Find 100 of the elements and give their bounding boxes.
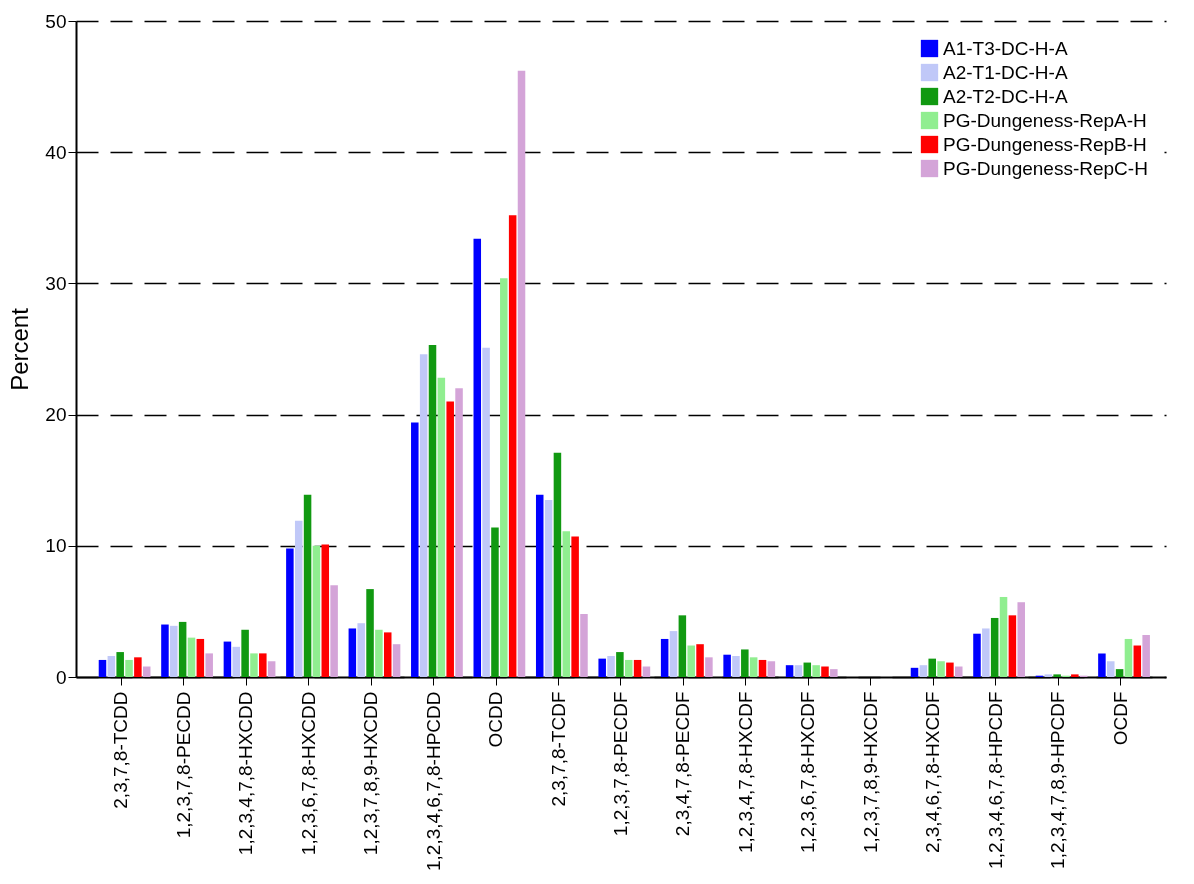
bar [1053, 674, 1061, 677]
bar [383, 632, 392, 677]
legend-label: A2-T2-DC-H-A [943, 85, 1068, 107]
x-tick-label: 1,2,3,7,8,9-HXCDD [360, 691, 382, 856]
bar [508, 215, 517, 677]
bar [535, 494, 544, 677]
bar [1124, 638, 1133, 677]
x-tick-label: 2,3,4,7,8-PECDF [672, 691, 694, 837]
y-tick-label: 0 [55, 666, 67, 688]
bar [482, 347, 490, 677]
bar [196, 638, 205, 677]
bar [928, 658, 936, 677]
bar [660, 638, 669, 677]
bar [910, 667, 919, 677]
x-tick-label: 2,3,7,8-TCDD [110, 691, 132, 809]
bar [1115, 669, 1124, 677]
y-tick-label: 50 [45, 10, 67, 32]
bar [375, 629, 383, 677]
x-tick-label: 2,3,7,8-TCDF [547, 691, 569, 807]
bar [803, 662, 812, 677]
x-tick-label: OCDD [485, 691, 507, 748]
x-tick-label: 1,2,3,4,7,8-HXCDF [734, 691, 756, 854]
bar [767, 661, 776, 677]
bar [428, 345, 437, 677]
bar [696, 644, 704, 677]
bar [687, 645, 695, 677]
bar [830, 669, 838, 677]
bar [267, 661, 276, 677]
bar [669, 631, 678, 677]
bar [705, 657, 713, 677]
bar [633, 659, 642, 677]
x-tick-label: 1,2,3,7,8,9-HXCDF [859, 691, 881, 854]
bar [624, 659, 633, 677]
bar [544, 499, 553, 677]
legend-label: A1-T3-DC-H-A [943, 37, 1068, 59]
bar [392, 644, 401, 677]
bar [598, 658, 606, 677]
y-tick-label: 30 [45, 272, 67, 294]
bar [321, 544, 330, 677]
y-axis-title: Percent [6, 307, 34, 391]
legend-label: PG-Dungeness-RepB-H [943, 133, 1147, 155]
bar [946, 662, 954, 677]
bar [187, 637, 196, 677]
bar [758, 659, 767, 677]
bar [732, 656, 740, 677]
bar [312, 545, 321, 677]
bar [982, 628, 990, 677]
x-tick-label: 1,2,3,4,6,7,8-HPCDD [422, 691, 444, 872]
bar [205, 653, 213, 677]
bar [517, 70, 526, 677]
bar [580, 614, 588, 677]
bar [812, 665, 820, 677]
bar [999, 596, 1008, 677]
bar [616, 652, 624, 677]
bar [241, 629, 249, 677]
y-tick-label: 10 [45, 535, 67, 557]
bar [134, 657, 142, 677]
x-tick-label: 1,2,3,7,8-PECDD [172, 691, 194, 839]
bar [455, 388, 463, 677]
bar [294, 520, 303, 677]
bar [357, 623, 365, 677]
y-tick-label: 40 [45, 141, 67, 163]
bar [1142, 635, 1150, 677]
bar [473, 238, 482, 677]
bar [303, 494, 312, 677]
bar [1107, 661, 1115, 677]
bar [1098, 653, 1106, 677]
bar [785, 665, 794, 677]
bar [741, 649, 749, 677]
legend-label: A2-T1-DC-H-A [943, 61, 1068, 83]
bar [170, 625, 178, 677]
bar [232, 646, 241, 677]
bar [500, 278, 508, 677]
bar [178, 621, 187, 677]
bar [259, 653, 267, 677]
bar [437, 377, 446, 677]
bar [955, 666, 963, 677]
bar [1017, 602, 1025, 677]
bar [1071, 674, 1079, 677]
bar [223, 641, 232, 677]
bar [607, 656, 615, 677]
bar [161, 624, 169, 677]
bar [678, 615, 687, 677]
bar [562, 531, 571, 677]
bar [348, 628, 357, 677]
bar [1044, 674, 1053, 677]
bar [571, 536, 579, 677]
bar [98, 659, 107, 677]
x-tick-label: 1,2,3,4,7,8,9-HPCDF [1047, 691, 1069, 869]
bar [250, 653, 258, 677]
bar [491, 527, 499, 677]
bar [1133, 645, 1142, 677]
x-tick-label: 1,2,3,6,7,8-HXCDD [297, 691, 319, 856]
bar [553, 452, 562, 677]
x-tick-label: 1,2,3,4,6,7,8-HPCDF [984, 691, 1006, 869]
legend-label: PG-Dungeness-RepC-H [943, 157, 1148, 179]
bar [446, 401, 454, 677]
x-tick-label: 1,2,3,4,7,8-HXCDD [235, 691, 257, 856]
x-tick-label: OCDF [1109, 691, 1131, 746]
legend-label: PG-Dungeness-RepA-H [943, 109, 1147, 131]
